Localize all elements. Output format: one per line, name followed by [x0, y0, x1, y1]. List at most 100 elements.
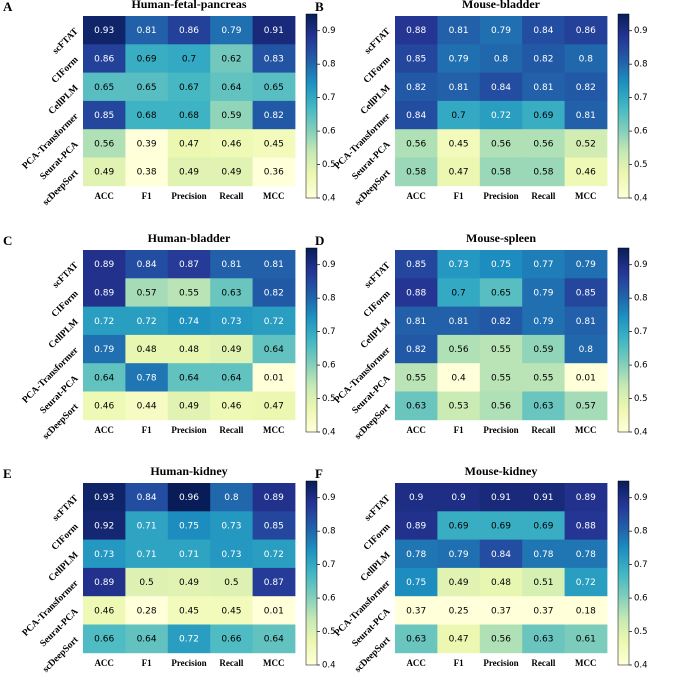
cell-value: 0.84: [533, 26, 553, 36]
colorbar: [305, 480, 318, 666]
heatmap-cell: [395, 278, 438, 307]
cell-value: 0.81: [449, 83, 469, 93]
heatmap-cell: [210, 567, 253, 597]
heatmap-cell: [125, 363, 169, 392]
heatmap-cell: [564, 334, 608, 364]
colorbar-tick-label: 0.4: [322, 661, 336, 671]
cell-value: 0.81: [576, 317, 596, 327]
heatmap-cell: [522, 391, 565, 421]
col-label-recall: Recall: [219, 425, 243, 435]
heatmap-cell: [564, 567, 608, 597]
heatmap-cell: [395, 250, 438, 279]
cell-value: 0.82: [264, 288, 284, 298]
cell-value: 0.46: [221, 402, 241, 412]
cell-value: 0.58: [491, 168, 511, 178]
cell-value: 0.46: [94, 606, 114, 616]
heatmap-cell: [522, 100, 565, 130]
heatmap-cell: [252, 511, 296, 540]
heatmap-cell: [210, 44, 253, 73]
col-label-acc: ACC: [94, 425, 114, 435]
heatmap-cell: [479, 539, 523, 569]
cell-value: 0.46: [94, 402, 114, 412]
colorbar-tick-label: 0.9: [634, 260, 648, 270]
row-label-scftat: scFTAT: [363, 493, 393, 523]
colorbar-tick-label: 0.5: [322, 394, 336, 404]
cell-value: 0.45: [264, 139, 284, 149]
cell-value: 0.55: [406, 373, 426, 383]
col-label-f1: F1: [454, 425, 464, 435]
cell-value: 0.5: [224, 578, 238, 588]
heatmap-cell: [125, 391, 169, 421]
heatmap-cell: [167, 334, 211, 364]
cell-value: 0.82: [406, 345, 426, 355]
colorbar: [617, 247, 630, 433]
cell-value: 0.49: [179, 402, 199, 412]
heatmap-cell: [252, 567, 296, 597]
cell-value: 0.91: [533, 493, 553, 503]
colorbar-tick-label: 0.5: [322, 627, 336, 637]
heatmap-cell: [395, 483, 438, 512]
heatmap-cell: [437, 250, 481, 279]
cell-value: 0.64: [137, 635, 157, 645]
heatmap-cell: [210, 596, 253, 625]
heatmap-cell: [210, 483, 253, 512]
cell-value: 0.55: [533, 373, 553, 383]
cell-value: 0.48: [137, 345, 157, 355]
heatmap-cell: [83, 250, 126, 279]
cell-value: 0.64: [221, 83, 241, 93]
cell-value: 0.56: [449, 345, 469, 355]
heatmap-cell: [522, 483, 565, 512]
cell-value: 0.66: [94, 635, 114, 645]
cell-value: 0.37: [406, 606, 426, 616]
cell-value: 0.28: [137, 606, 157, 616]
col-label-f1: F1: [454, 658, 464, 668]
panel-title: Human-bladder: [148, 231, 231, 245]
cell-value: 0.37: [491, 606, 511, 616]
cell-value: 0.78: [406, 550, 426, 560]
cell-value: 0.79: [94, 345, 114, 355]
cell-value: 0.85: [264, 521, 284, 531]
cell-value: 0.57: [576, 402, 596, 412]
cell-value: 0.71: [179, 550, 199, 560]
cell-value: 0.7: [451, 111, 465, 121]
heatmap-cell: [479, 278, 523, 307]
heatmap-panel-b: B Mouse-bladder scFTAT 0.88 0.81 0.79 0.84 0.86…: [315, 0, 648, 208]
panel-letter: E: [3, 466, 12, 481]
heatmap-cell: [479, 306, 523, 336]
heatmap-cell: [564, 129, 608, 158]
cell-value: 0.82: [264, 111, 284, 121]
heatmap-cell: [564, 363, 608, 392]
heatmap-cell: [564, 250, 608, 279]
cell-value: 0.88: [406, 26, 426, 36]
cell-value: 0.49: [94, 168, 114, 178]
heatmap-cell: [522, 44, 565, 73]
heatmap-cell: [210, 72, 253, 102]
cell-value: 0.86: [179, 26, 199, 36]
cell-value: 0.48: [179, 345, 199, 355]
heatmap-cell: [167, 511, 211, 540]
heatmap-cell: [522, 539, 565, 569]
heatmap-cell: [564, 391, 608, 421]
heatmap-cell: [479, 334, 523, 364]
colorbar-tick-label: 0.6: [322, 594, 336, 604]
heatmap-cell: [395, 391, 438, 421]
cell-value: 0.59: [221, 111, 241, 121]
panel-letter: B: [315, 0, 324, 14]
cell-value: 0.78: [533, 550, 553, 560]
cell-value: 0.01: [264, 606, 284, 616]
row-label-scftat: scFTAT: [51, 493, 81, 523]
heatmap-cell: [564, 306, 608, 336]
colorbar-tick-label: 0.4: [322, 194, 336, 204]
heatmap-cell: [83, 624, 126, 654]
cell-value: 0.58: [533, 168, 553, 178]
heatmap-cell: [395, 539, 438, 569]
heatmap-cell: [83, 511, 126, 540]
col-label-acc: ACC: [406, 425, 426, 435]
cell-value: 0.82: [533, 54, 553, 64]
heatmap-cell: [167, 539, 211, 569]
colorbar-tick-label: 0.5: [634, 160, 648, 170]
row-label-cellplm: CellPLM: [47, 317, 81, 351]
cell-value: 0.82: [576, 83, 596, 93]
cell-value: 0.79: [533, 317, 553, 327]
cell-value: 0.55: [179, 288, 199, 298]
